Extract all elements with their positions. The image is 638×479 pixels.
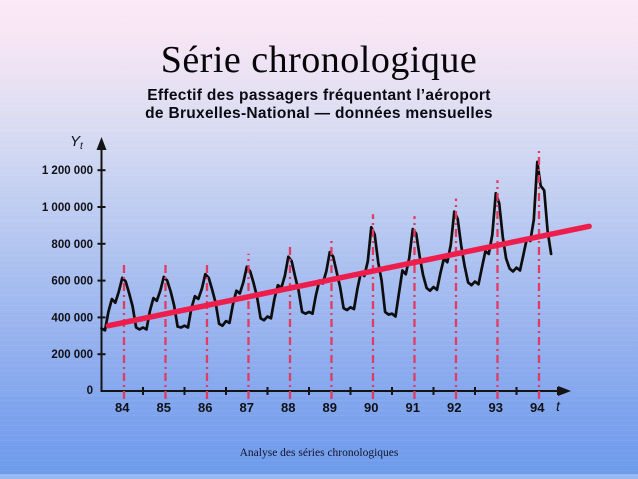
slide-title: Série chronologique (160, 39, 478, 81)
y-axis-arrow-icon (96, 137, 107, 150)
y-ticks: 0 200 000 400 000 600 000 800 000 1 000 000 1 … (42, 165, 106, 397)
peak-lines (122, 148, 541, 399)
y-axis-title: Yt (70, 133, 84, 152)
x-tick-label: 90 (364, 400, 378, 415)
subtitle-line-2: de Bruxelles-National — données mensuell… (145, 105, 493, 122)
x-tick-label: 93 (489, 400, 503, 415)
y-tick-label: 1 000 000 (42, 202, 93, 214)
subtitle-line-1: Effectif des passagers fréquentant l’aér… (147, 87, 491, 104)
trend-line (105, 223, 592, 329)
y-tick-label: 800 000 (51, 239, 93, 251)
y-tick-label: 0 (87, 385, 93, 397)
y-tick-label: 200 000 (51, 349, 93, 361)
x-tick-label: 85 (157, 400, 171, 415)
x-tick-label: 89 (323, 400, 337, 415)
x-ticks: 84 85 86 87 88 89 90 91 92 93 94 (115, 387, 559, 415)
chart-subtitle: Effectif des passagers fréquentant l’aér… (0, 87, 638, 123)
x-tick-label: 91 (406, 400, 420, 415)
slide-footer: Analyse des séries chronologiques (239, 447, 399, 459)
x-axis-title: t (556, 398, 561, 414)
x-tick-label: 94 (530, 400, 545, 415)
x-tick-label: 92 (447, 400, 461, 415)
y-tick-label: 400 000 (51, 312, 93, 324)
x-tick-label: 88 (281, 400, 295, 415)
x-tick-label: 86 (198, 400, 212, 415)
y-tick-label: 600 000 (51, 276, 93, 288)
series-line (100, 160, 553, 332)
y-tick-label: 1 200 000 (42, 165, 93, 177)
axes (96, 137, 571, 396)
x-tick-label: 84 (115, 400, 130, 415)
x-tick-label: 87 (240, 400, 254, 415)
x-axis-arrow-icon (558, 386, 571, 396)
